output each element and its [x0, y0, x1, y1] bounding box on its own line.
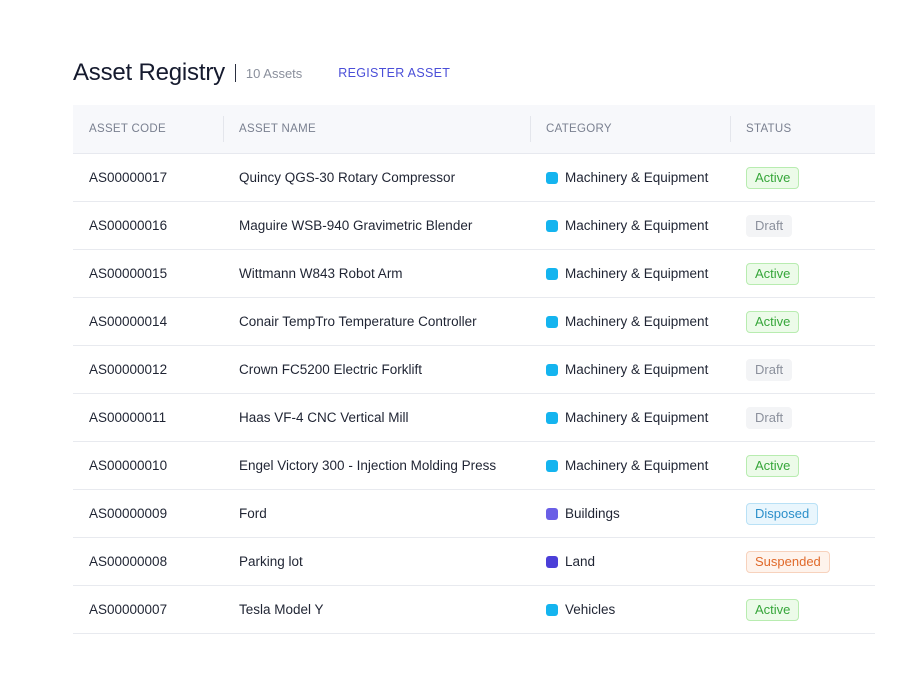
table-header: ASSET CODE ASSET NAME CATEGORY STATUS: [73, 105, 875, 154]
column-header-asset-code[interactable]: ASSET CODE: [89, 123, 166, 135]
category-cell: Machinery & Equipment: [530, 170, 730, 185]
asset-code-cell: AS00000010: [89, 458, 168, 473]
table-row[interactable]: AS00000015 Wittmann W843 Robot Arm Machine…: [73, 250, 875, 298]
status-badge: Suspended: [746, 550, 830, 573]
status-cell: Active: [730, 262, 875, 285]
asset-code-cell: AS00000009: [89, 506, 168, 521]
status-cell: Draft: [730, 406, 875, 429]
status-badge: Active: [746, 454, 800, 477]
category-cell: Machinery & Equipment: [530, 458, 730, 473]
category-label: Land: [565, 554, 596, 569]
status-badge: Draft: [746, 406, 793, 429]
category-label: Vehicles: [565, 602, 616, 617]
status-badge: Active: [746, 262, 800, 285]
asset-name-cell[interactable]: Crown FC5200 Electric Forklift: [239, 362, 423, 377]
table-row[interactable]: AS00000012 Crown FC5200 Electric Forklift…: [73, 346, 875, 394]
register-asset-button[interactable]: REGISTER ASSET: [338, 66, 451, 80]
category-label: Machinery & Equipment: [565, 266, 709, 281]
category-color-swatch: [546, 555, 558, 568]
category-label: Machinery & Equipment: [565, 410, 709, 425]
status-badge: Disposed: [746, 502, 819, 525]
asset-name-cell[interactable]: Wittmann W843 Robot Arm: [239, 266, 403, 281]
category-cell: Machinery & Equipment: [530, 362, 730, 377]
column-header-status[interactable]: STATUS: [730, 105, 875, 153]
status-badge: Active: [746, 166, 800, 189]
status-badge: Active: [746, 598, 800, 621]
category-color-swatch: [546, 171, 558, 184]
column-header-asset-name[interactable]: ASSET NAME: [223, 105, 530, 153]
category-color-swatch: [546, 459, 558, 472]
table-row[interactable]: AS00000016 Maguire WSB-940 Gravimetric Bl…: [73, 202, 875, 250]
asset-name-cell[interactable]: Tesla Model Y: [239, 602, 324, 617]
category-label: Machinery & Equipment: [565, 458, 709, 473]
table-row[interactable]: AS00000014 Conair TempTro Temperature Con…: [73, 298, 875, 346]
asset-name-cell[interactable]: Haas VF-4 CNC Vertical Mill: [239, 410, 409, 425]
asset-code-cell: AS00000015: [89, 266, 168, 281]
table-row[interactable]: AS00000017 Quincy QGS-30 Rotary Compresso…: [73, 154, 875, 202]
status-badge: Draft: [746, 214, 793, 237]
asset-code-cell: AS00000007: [89, 602, 168, 617]
page-header: Asset Registry 10 Assets REGISTER ASSET: [73, 56, 450, 90]
asset-name-cell[interactable]: Ford: [239, 506, 267, 521]
category-color-swatch: [546, 411, 558, 424]
asset-code-cell: AS00000008: [89, 554, 168, 569]
category-color-swatch: [546, 603, 558, 616]
asset-code-cell: AS00000017: [89, 170, 168, 185]
category-cell: Machinery & Equipment: [530, 218, 730, 233]
table-body: AS00000017 Quincy QGS-30 Rotary Compresso…: [73, 154, 875, 634]
category-color-swatch: [546, 219, 558, 232]
table-row[interactable]: AS00000009 Ford Buildings Disposed: [73, 490, 875, 538]
category-cell: Buildings: [530, 506, 730, 521]
category-label: Machinery & Equipment: [565, 362, 709, 377]
table-row[interactable]: AS00000008 Parking lot Land Suspended: [73, 538, 875, 586]
asset-code-cell: AS00000011: [89, 410, 167, 425]
category-cell: Machinery & Equipment: [530, 410, 730, 425]
status-badge: Draft: [746, 358, 793, 381]
category-label: Machinery & Equipment: [565, 314, 709, 329]
status-cell: Draft: [730, 214, 875, 237]
asset-name-cell[interactable]: Conair TempTro Temperature Controller: [239, 314, 477, 329]
status-cell: Suspended: [730, 550, 875, 573]
status-cell: Active: [730, 310, 875, 333]
asset-code-cell: AS00000014: [89, 314, 168, 329]
asset-name-cell[interactable]: Quincy QGS-30 Rotary Compressor: [239, 170, 456, 185]
category-color-swatch: [546, 507, 558, 520]
asset-name-cell[interactable]: Parking lot: [239, 554, 303, 569]
category-color-swatch: [546, 363, 558, 376]
status-cell: Draft: [730, 358, 875, 381]
status-cell: Active: [730, 598, 875, 621]
asset-code-cell: AS00000016: [89, 218, 168, 233]
category-cell: Machinery & Equipment: [530, 314, 730, 329]
category-cell: Vehicles: [530, 602, 730, 617]
category-label: Machinery & Equipment: [565, 218, 709, 233]
category-color-swatch: [546, 315, 558, 328]
asset-name-cell[interactable]: Engel Victory 300 - Injection Molding Pr…: [239, 458, 497, 473]
category-color-swatch: [546, 267, 558, 280]
asset-table: ASSET CODE ASSET NAME CATEGORY STATUS AS…: [73, 105, 875, 634]
status-cell: Active: [730, 454, 875, 477]
category-label: Buildings: [565, 506, 620, 521]
title-divider: [234, 64, 236, 82]
column-header-category[interactable]: CATEGORY: [530, 105, 730, 153]
table-row[interactable]: AS00000007 Tesla Model Y Vehicles Active: [73, 586, 875, 634]
asset-count: 10 Assets: [245, 65, 303, 81]
category-cell: Land: [530, 554, 730, 569]
category-cell: Machinery & Equipment: [530, 266, 730, 281]
status-cell: Disposed: [730, 502, 875, 525]
table-row[interactable]: AS00000011 Haas VF-4 CNC Vertical Mill Mac…: [73, 394, 875, 442]
status-cell: Active: [730, 166, 875, 189]
asset-name-cell[interactable]: Maguire WSB-940 Gravimetric Blender: [239, 218, 473, 233]
asset-code-cell: AS00000012: [89, 362, 168, 377]
category-label: Machinery & Equipment: [565, 170, 709, 185]
status-badge: Active: [746, 310, 800, 333]
table-row[interactable]: AS00000010 Engel Victory 300 - Injection …: [73, 442, 875, 490]
page-title: Asset Registry: [73, 59, 225, 86]
